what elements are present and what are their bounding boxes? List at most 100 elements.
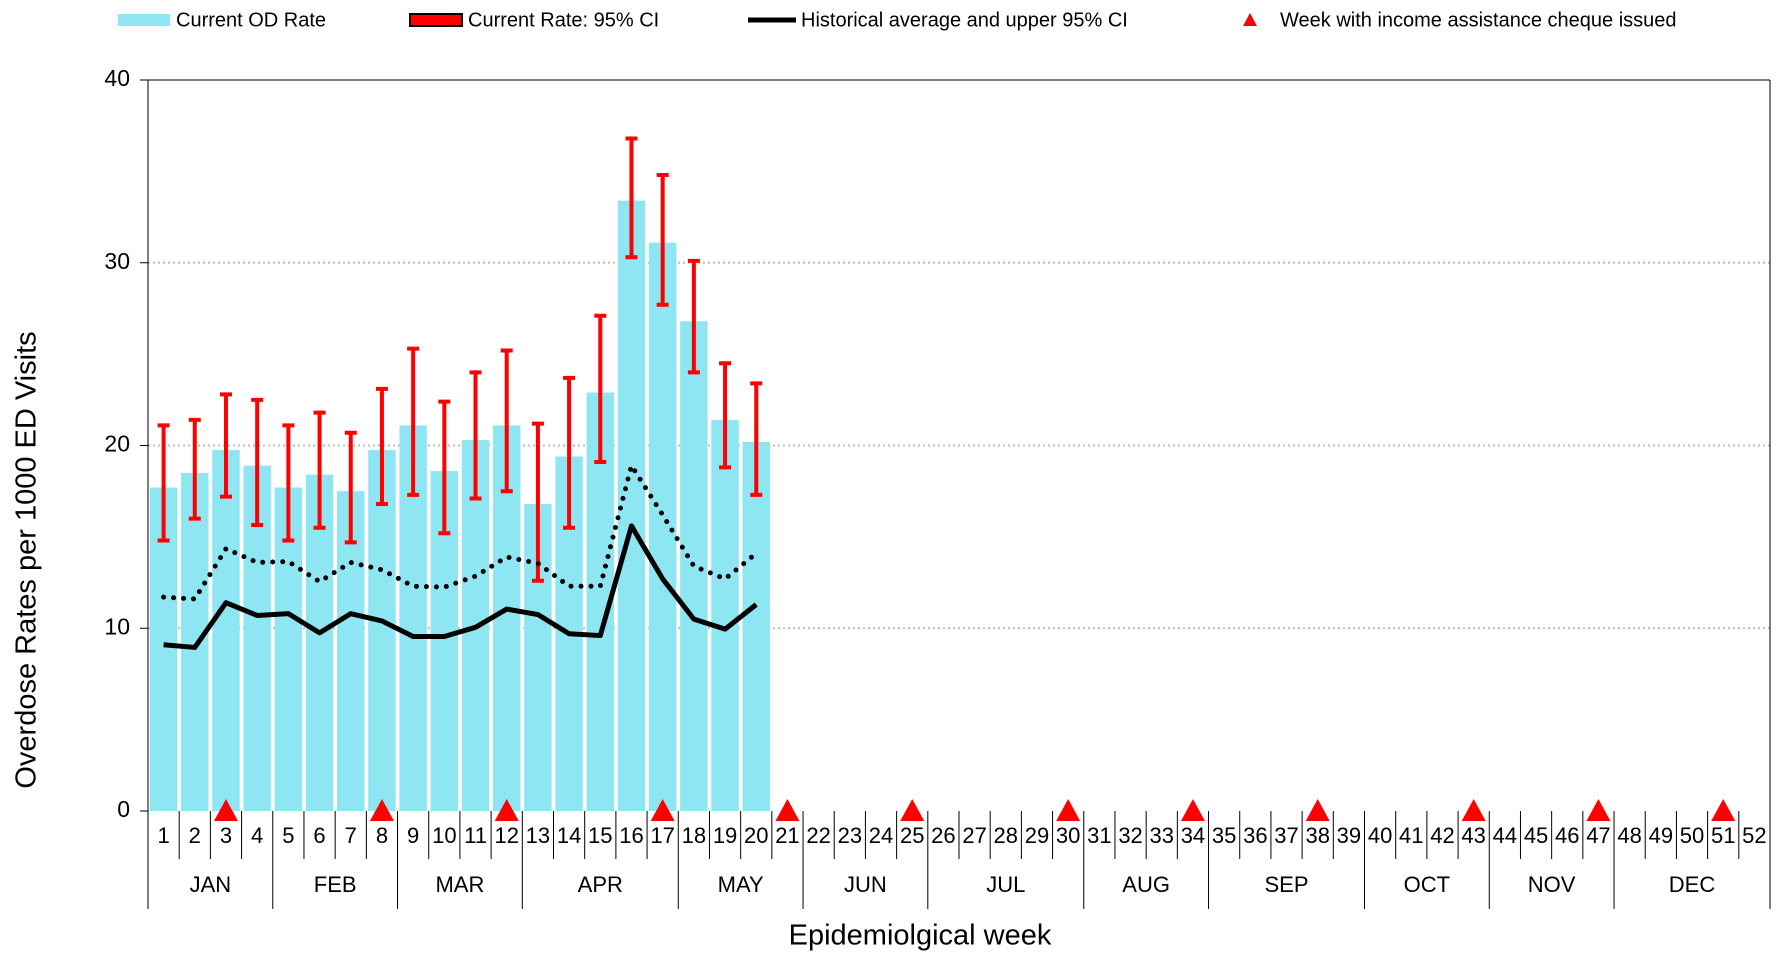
error-bar bbox=[656, 173, 669, 307]
legend-swatch bbox=[1243, 13, 1257, 26]
month-label: OCT bbox=[1404, 872, 1450, 897]
error-bar bbox=[687, 258, 700, 375]
bar bbox=[305, 474, 334, 811]
month-label: NOV bbox=[1528, 872, 1576, 897]
cheque-marker bbox=[1180, 799, 1205, 821]
error-bar bbox=[313, 410, 326, 530]
cheque-marker bbox=[1461, 799, 1486, 821]
x-tick-label: 18 bbox=[682, 823, 706, 848]
average-line bbox=[163, 523, 758, 650]
error-bar bbox=[563, 375, 576, 530]
x-tick-label: 31 bbox=[1087, 823, 1111, 848]
x-tick-label: 24 bbox=[869, 823, 893, 848]
bar bbox=[368, 450, 396, 811]
y-tick-label: 10 bbox=[104, 613, 130, 639]
legend-swatch bbox=[409, 13, 463, 27]
error-bar bbox=[531, 421, 544, 583]
x-tick-label: 23 bbox=[838, 823, 862, 848]
x-tick-label: 2 bbox=[189, 823, 201, 848]
x-tick-label: 10 bbox=[432, 823, 456, 848]
x-tick-label: 7 bbox=[345, 823, 357, 848]
legend-label: Week with income assistance cheque issue… bbox=[1280, 9, 1677, 31]
x-tick-label: 36 bbox=[1243, 823, 1267, 848]
error-bar bbox=[282, 423, 295, 543]
x-tick-label: 32 bbox=[1118, 823, 1142, 848]
cheque-marker bbox=[369, 799, 394, 821]
error-bar bbox=[469, 370, 482, 501]
error-bar bbox=[188, 417, 201, 521]
x-tick-label: 27 bbox=[962, 823, 986, 848]
cheque-marker bbox=[1056, 799, 1081, 821]
x-tick-label: 12 bbox=[494, 823, 518, 848]
cheque-marker bbox=[900, 799, 925, 821]
x-tick-label: 29 bbox=[1025, 823, 1049, 848]
x-tick-label: 49 bbox=[1649, 823, 1673, 848]
month-label: FEB bbox=[314, 872, 357, 897]
y-tick-label: 40 bbox=[104, 65, 130, 91]
x-tick-label: 1 bbox=[157, 823, 169, 848]
x-tick-label: 8 bbox=[376, 823, 388, 848]
x-tick-label: 20 bbox=[744, 823, 768, 848]
x-tick-label: 51 bbox=[1711, 823, 1735, 848]
error-bar bbox=[594, 313, 607, 464]
bar bbox=[617, 200, 646, 812]
x-tick-label: 46 bbox=[1555, 823, 1579, 848]
x-tick-label: 35 bbox=[1212, 823, 1236, 848]
y-tick-label: 20 bbox=[104, 431, 130, 457]
x-tick-label: 42 bbox=[1430, 823, 1454, 848]
month-label: AUG bbox=[1122, 872, 1170, 897]
x-tick-label: 11 bbox=[464, 823, 487, 848]
month-label: JAN bbox=[190, 872, 232, 897]
x-tick-label: 4 bbox=[251, 823, 263, 848]
error-bar bbox=[500, 348, 513, 494]
error-bar bbox=[719, 361, 732, 470]
error-bar bbox=[251, 397, 264, 527]
x-tick-label: 26 bbox=[931, 823, 955, 848]
x-tick-label: 52 bbox=[1742, 823, 1766, 848]
cheque-marker bbox=[213, 799, 238, 821]
x-tick-label: 14 bbox=[557, 823, 581, 848]
legend-swatch bbox=[118, 14, 170, 26]
x-tick-label: 30 bbox=[1056, 823, 1080, 848]
x-tick-label: 41 bbox=[1399, 823, 1423, 848]
x-tick-label: 13 bbox=[526, 823, 550, 848]
error-bar bbox=[750, 381, 763, 497]
x-tick-label: 16 bbox=[619, 823, 643, 848]
error-bar bbox=[407, 346, 420, 497]
x-tick-label: 40 bbox=[1368, 823, 1392, 848]
error-bar bbox=[219, 392, 232, 499]
x-tick-label: 25 bbox=[900, 823, 924, 848]
x-tick-label: 15 bbox=[588, 823, 612, 848]
bar bbox=[181, 472, 209, 811]
x-tick-label: 43 bbox=[1461, 823, 1485, 848]
x-axis-title: Epidemiolgical week bbox=[789, 920, 1052, 952]
x-tick-label: 21 bbox=[775, 823, 799, 848]
x-tick-label: 47 bbox=[1586, 823, 1610, 848]
cheque-marker bbox=[775, 799, 800, 821]
y-tick-label: 0 bbox=[117, 796, 130, 822]
y-axis-title: Overdose Rates per 1000 ED Visits bbox=[11, 331, 43, 788]
x-tick-label: 3 bbox=[220, 823, 232, 848]
cheque-marker bbox=[1711, 799, 1736, 821]
x-tick-label: 9 bbox=[407, 823, 419, 848]
x-tick-label: 28 bbox=[994, 823, 1018, 848]
error-bar bbox=[625, 136, 638, 260]
month-label: MAR bbox=[435, 872, 484, 897]
x-tick-label: 34 bbox=[1181, 823, 1205, 848]
bar bbox=[337, 491, 365, 811]
x-tick-label: 44 bbox=[1493, 823, 1517, 848]
x-tick-label: 33 bbox=[1150, 823, 1174, 848]
month-label: APR bbox=[578, 872, 623, 897]
cheque-marker bbox=[1305, 799, 1330, 821]
month-label: MAY bbox=[718, 872, 764, 897]
month-label: DEC bbox=[1669, 872, 1716, 897]
x-tick-label: 19 bbox=[713, 823, 737, 848]
x-tick-label: 5 bbox=[282, 823, 294, 848]
error-bar bbox=[375, 386, 388, 506]
x-tick-label: 45 bbox=[1524, 823, 1548, 848]
month-label: JUL bbox=[986, 872, 1025, 897]
x-tick-label: 17 bbox=[650, 823, 674, 848]
bar bbox=[648, 242, 677, 811]
month-label: SEP bbox=[1265, 872, 1309, 897]
